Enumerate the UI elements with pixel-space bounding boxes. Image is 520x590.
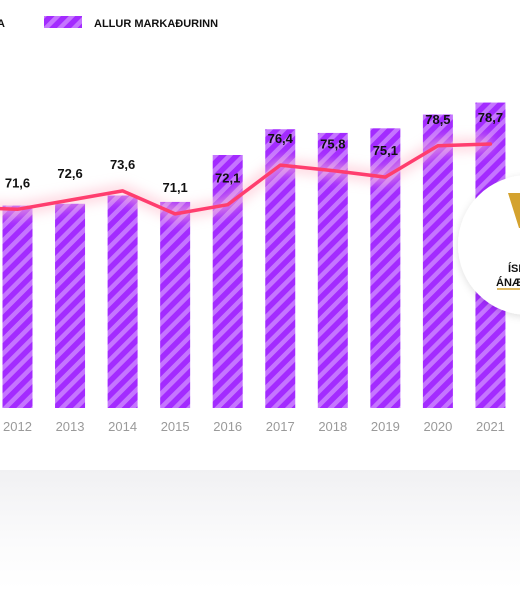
badge-logo-icon (508, 193, 520, 228)
badge-circle (458, 175, 520, 315)
x-tick-2021: 2021 (476, 419, 505, 434)
bar-2012 (2, 205, 33, 408)
x-tick-2016: 2016 (213, 419, 242, 434)
chart-area: A ALLUR MARKAÐURINN 71,6 72,6 73,6 71,1 72,1… (0, 16, 520, 434)
value-label-2016: 72,1 (215, 171, 240, 186)
value-label-2020: 78,5 (425, 112, 450, 127)
bar-series (2, 102, 506, 409)
x-tick-2013: 2013 (56, 419, 85, 434)
badge-line-2: ÁNÆG (496, 276, 520, 289)
x-tick-2019: 2019 (371, 419, 400, 434)
value-label-2021: 78,7 (478, 110, 503, 125)
footer-band (0, 470, 520, 590)
x-tick-2020: 2020 (423, 419, 452, 434)
bar-2013 (55, 203, 86, 408)
legend-swatch-bar (44, 16, 82, 28)
legend-partial-label: A (0, 18, 5, 30)
bar-2014 (107, 195, 138, 408)
x-tick-2014: 2014 (108, 419, 137, 434)
x-axis-ticks: 2012 2013 2014 2015 2016 2017 2018 2019 2020 2021 (3, 419, 505, 434)
bar-2018 (317, 132, 348, 409)
value-label-2012: 71,6 (5, 175, 30, 190)
value-label-2013: 72,6 (57, 166, 82, 181)
x-tick-2012: 2012 (3, 419, 32, 434)
legend: A ALLUR MARKAÐURINN (0, 16, 218, 30)
badge-line-1: ÍSL (508, 262, 520, 275)
line-value-labels: 71,6 72,6 73,6 71,1 72,1 76,4 75,8 75,1 78,5 78,7 (5, 110, 503, 195)
bar-2015 (160, 201, 191, 408)
legend-label-bar: ALLUR MARKAÐURINN (94, 18, 218, 30)
chart-svg: A ALLUR MARKAÐURINN 71,6 72,6 73,6 71,1 72,1… (0, 16, 520, 434)
value-label-2019: 75,1 (373, 143, 398, 158)
bar-2020 (422, 114, 453, 409)
value-label-2018: 75,8 (320, 137, 345, 152)
x-tick-2017: 2017 (266, 419, 295, 434)
line-path (0, 142, 493, 216)
badge: ÍSL ÁNÆG (458, 175, 520, 315)
line-series (0, 138, 493, 221)
value-label-2015: 71,1 (162, 180, 187, 195)
value-label-2017: 76,4 (268, 131, 294, 146)
value-label-2014: 73,6 (110, 157, 135, 172)
x-tick-2018: 2018 (318, 419, 347, 434)
x-tick-2015: 2015 (161, 419, 190, 434)
